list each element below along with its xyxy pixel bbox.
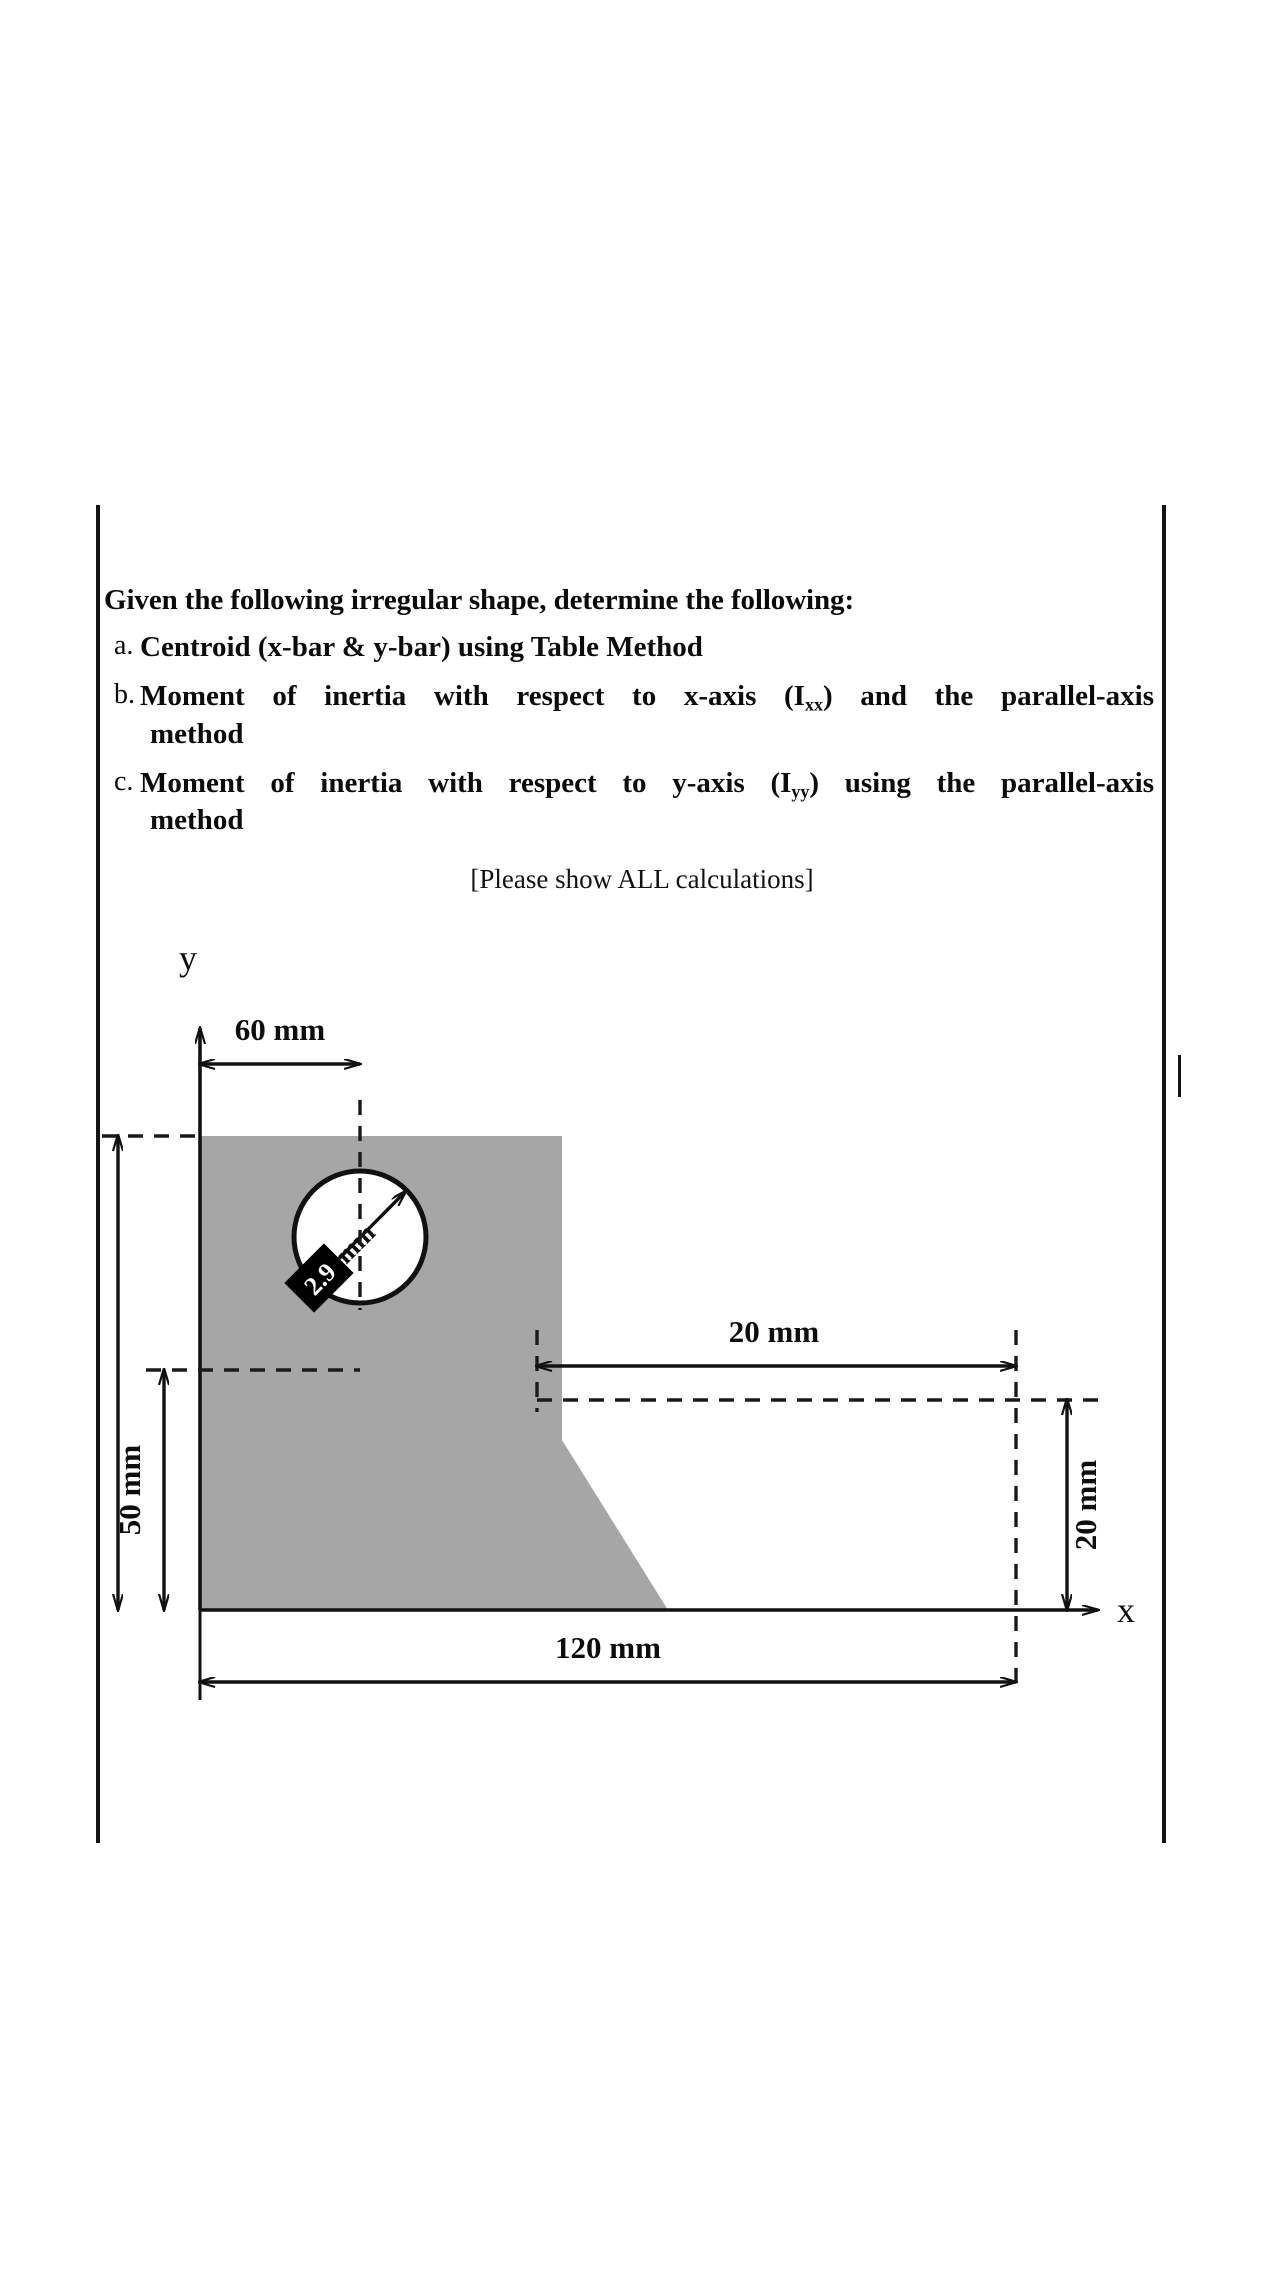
- page-right-rule: [1162, 505, 1166, 1843]
- item-c-post: ) using the parallel-axis: [809, 766, 1154, 799]
- dimension-50mm-label: 50 mm: [112, 1445, 147, 1536]
- item-c-continuation: method: [150, 804, 244, 837]
- problem-item-b: b. Moment of inertia with respect to x-a…: [104, 679, 1154, 716]
- item-b-post: ) and the parallel-axis: [822, 680, 1155, 713]
- figure-irregular-shape: 2.9 mm y x: [96, 900, 1186, 1840]
- page-margin-tick: [1178, 1055, 1181, 1097]
- item-b-subscript: xx: [804, 694, 823, 715]
- item-marker-a: a.: [114, 630, 134, 661]
- item-text-b: Moment of inertia with respect to x-axis…: [140, 679, 1154, 716]
- dimension-60mm-label: 60 mm: [235, 1012, 326, 1047]
- problem-item-c: c. Moment of inertia with respect to y-a…: [104, 766, 1154, 803]
- x-axis-label: x: [1117, 1590, 1135, 1630]
- item-text-a: Centroid (x-bar & y-bar) using Table Met…: [140, 631, 703, 663]
- calculations-note: [Please show ALL calculations]: [470, 864, 814, 894]
- item-text-c-line1: Moment of inertia with respect to y-axis…: [140, 766, 1154, 803]
- dimension-120mm-bottom: [200, 1610, 1016, 1700]
- dimension-20mm-vertical-label: 20 mm: [1068, 1460, 1103, 1551]
- item-b-continuation: method: [150, 717, 244, 750]
- dimension-120mm-left-label: 120 mm: [96, 1320, 101, 1426]
- item-c-subscript: yy: [791, 781, 810, 802]
- item-text-b-line1: Moment of inertia with respect to x-axis…: [140, 679, 1154, 716]
- y-axis-label: y: [179, 938, 197, 978]
- item-c-pre: Moment of inertia with respect to y-axis…: [140, 766, 792, 799]
- item-marker-b: b.: [114, 679, 135, 711]
- item-marker-c: c.: [114, 765, 134, 797]
- page-left-rule: [96, 505, 100, 1843]
- item-b-pre: Moment of inertia with respect to x-axis…: [140, 680, 805, 713]
- problem-statement: Given the following irregular shape, det…: [104, 586, 1154, 837]
- item-text-c: Moment of inertia with respect to y-axis…: [140, 766, 1154, 803]
- problem-item-a: a. Centroid (x-bar & y-bar) using Table …: [104, 630, 1154, 664]
- coordinate-axes: [200, 1028, 1098, 1610]
- dimension-120mm-bottom-label: 120 mm: [555, 1630, 661, 1665]
- shape-body: [200, 1136, 668, 1610]
- problem-lead: Given the following irregular shape, det…: [104, 584, 854, 616]
- dimension-20mm-horizontal-label: 20 mm: [729, 1314, 820, 1349]
